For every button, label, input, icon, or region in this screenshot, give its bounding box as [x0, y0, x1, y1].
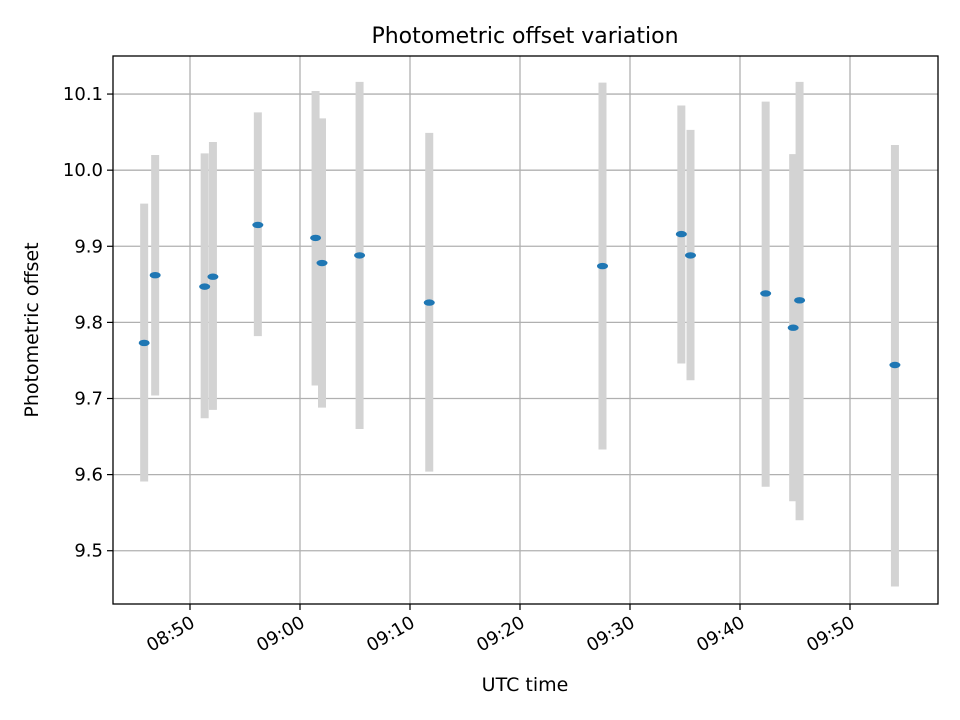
x-axis-label: UTC time [482, 674, 569, 696]
y-tick-label: 9.8 [74, 312, 103, 333]
data-point [423, 299, 435, 306]
markers [138, 221, 901, 369]
plot-frame [112, 55, 939, 605]
data-point [310, 234, 322, 242]
data-point [207, 273, 219, 280]
y-tick-label: 9.7 [74, 389, 103, 410]
y-tick-label: 9.9 [74, 236, 103, 257]
data-point [889, 361, 901, 369]
data-point [760, 290, 772, 297]
y-axis-label: Photometric offset [21, 242, 43, 417]
data-point [597, 262, 608, 270]
data-point [685, 252, 696, 259]
data-point [675, 230, 687, 238]
x-tick-label: 08:50 [143, 612, 198, 656]
data-point [316, 259, 328, 267]
x-tick-label: 09:30 [583, 612, 638, 656]
y-tick-label: 9.6 [74, 465, 103, 486]
data-point [199, 283, 211, 290]
data-point [794, 297, 806, 304]
data-point [149, 272, 161, 279]
chart-title: Photometric offset variation [371, 24, 678, 49]
x-axis-ticks: 08:50 09:00 09:10 09:20 09:30 09:40 09:50 [143, 604, 859, 656]
x-tick-label: 09:20 [473, 612, 528, 656]
x-tick-label: 09:00 [253, 612, 308, 656]
x-tick-label: 09:50 [803, 612, 858, 656]
y-tick-label: 9.5 [74, 541, 103, 562]
data-point [354, 252, 366, 259]
y-tick-label: 10.0 [63, 160, 103, 181]
data-point [138, 339, 150, 347]
data-point [252, 221, 264, 229]
y-tick-label: 10.1 [63, 84, 103, 105]
data-point [787, 324, 799, 331]
grid [113, 56, 938, 604]
x-tick-label: 09:40 [693, 612, 748, 656]
x-tick-label: 09:10 [363, 612, 418, 656]
y-axis-ticks: 9.5 9.6 9.7 9.8 9.9 10.0 10.1 [63, 84, 113, 562]
